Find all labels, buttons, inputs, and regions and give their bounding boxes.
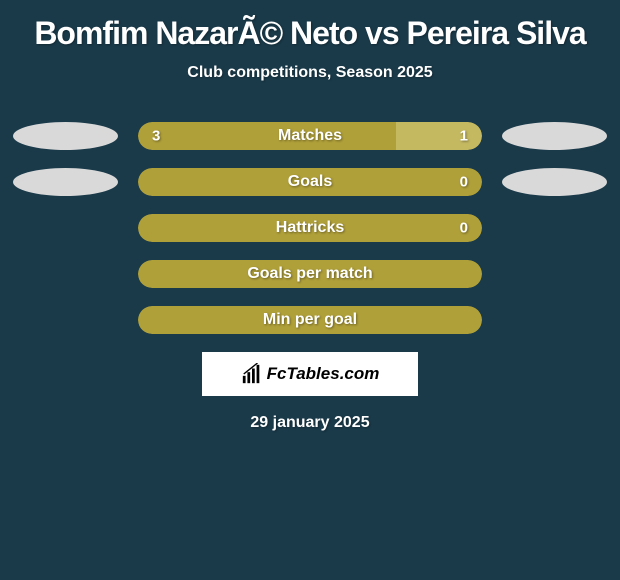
stat-row: Goals per match (0, 260, 620, 288)
stat-bar: Goals 0 (138, 168, 482, 196)
player-right-icon (502, 122, 607, 150)
page-subtitle: Club competitions, Season 2025 (187, 64, 432, 82)
stat-value-right: 0 (460, 220, 468, 237)
stat-label: Matches (278, 127, 342, 145)
date-text: 29 january 2025 (250, 414, 369, 432)
bar-segment-left (138, 122, 396, 150)
logo-text: FcTables.com (267, 364, 380, 384)
stat-label: Goals per match (247, 265, 372, 283)
stat-label: Hattricks (276, 219, 344, 237)
stat-bar: Goals per match (138, 260, 482, 288)
player-left-icon (13, 168, 118, 196)
player-right-icon (502, 168, 607, 196)
stat-row: Matches 3 1 (0, 122, 620, 150)
main-container: Bomfim NazarÃ© Neto vs Pereira Silva Clu… (0, 0, 620, 442)
stat-value-right: 0 (460, 174, 468, 191)
stat-value-right: 1 (460, 128, 468, 145)
chart-icon (241, 363, 263, 385)
player-left-icon (13, 122, 118, 150)
stat-row: Min per goal (0, 306, 620, 334)
stat-bar: Hattricks 0 (138, 214, 482, 242)
stat-value-left: 3 (152, 128, 160, 145)
stat-bar: Matches 3 1 (138, 122, 482, 150)
bar-segment-right (396, 122, 482, 150)
stats-area: Matches 3 1 Goals 0 Hattricks 0 Goals per match… (0, 122, 620, 334)
logo-box: FcTables.com (202, 352, 418, 396)
stat-row: Hattricks 0 (0, 214, 620, 242)
page-title: Bomfim NazarÃ© Neto vs Pereira Silva (34, 15, 585, 52)
stat-row: Goals 0 (0, 168, 620, 196)
stat-bar: Min per goal (138, 306, 482, 334)
stat-label: Goals (288, 173, 332, 191)
stat-label: Min per goal (263, 311, 357, 329)
